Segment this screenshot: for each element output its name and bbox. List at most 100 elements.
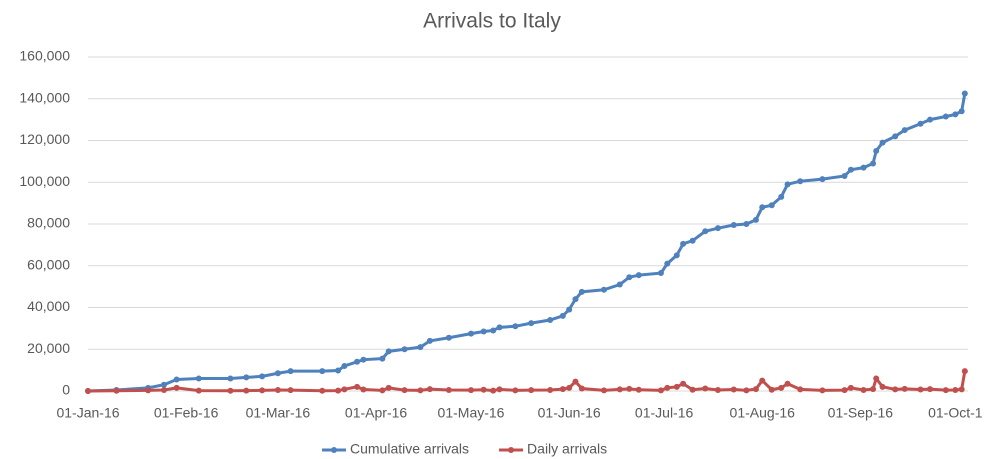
data-point	[680, 380, 687, 387]
data-point	[227, 387, 234, 394]
data-point	[879, 383, 886, 390]
data-point	[657, 270, 664, 277]
data-point	[528, 387, 535, 394]
y-tick-label: 20,000	[27, 340, 70, 356]
data-point	[702, 385, 709, 392]
data-point	[901, 385, 908, 392]
y-tick-label: 140,000	[19, 89, 70, 105]
data-point	[841, 172, 848, 179]
data-point	[490, 327, 497, 334]
data-point	[360, 356, 367, 363]
data-point	[287, 387, 294, 394]
data-point	[664, 384, 671, 391]
data-point	[547, 386, 554, 393]
data-point	[600, 286, 607, 293]
data-point	[673, 383, 680, 390]
y-tick-label: 40,000	[27, 298, 70, 314]
data-point	[496, 386, 503, 393]
data-point	[512, 323, 519, 330]
x-tick-label: 01-Feb-16	[154, 405, 219, 421]
data-point	[626, 385, 633, 392]
data-point	[417, 387, 424, 394]
data-point	[635, 386, 642, 393]
data-point	[160, 386, 167, 393]
legend-marker	[508, 447, 515, 453]
data-point	[195, 387, 202, 394]
data-point	[841, 387, 848, 394]
y-tick-label: 120,000	[19, 131, 70, 147]
data-point	[385, 348, 392, 355]
data-point	[426, 386, 433, 393]
data-point	[664, 260, 671, 267]
data-point	[860, 386, 867, 393]
data-point	[354, 383, 361, 390]
data-point	[673, 252, 680, 259]
chart-title: Arrivals to Italy	[423, 10, 561, 33]
data-point	[259, 387, 266, 394]
data-point	[680, 240, 687, 247]
data-point	[917, 120, 924, 127]
data-point	[743, 221, 750, 227]
x-tick-label: 01-Jun-16	[538, 405, 601, 421]
data-point	[952, 386, 959, 393]
data-point	[635, 272, 642, 279]
data-point	[768, 202, 775, 209]
data-point	[797, 178, 804, 185]
data-point	[689, 237, 696, 244]
data-point	[173, 384, 180, 391]
data-point	[702, 228, 709, 235]
data-point	[873, 147, 880, 154]
data-point	[385, 384, 392, 391]
legend-label: Daily arrivals	[527, 441, 607, 457]
data-point	[714, 386, 721, 393]
x-tick-label: 01-Oct-1	[928, 405, 983, 421]
data-point	[341, 386, 348, 393]
data-point	[768, 386, 775, 393]
data-point	[417, 344, 424, 351]
data-point	[879, 139, 886, 146]
data-point	[917, 386, 924, 393]
data-point	[860, 164, 867, 171]
data-point	[173, 376, 180, 383]
data-point	[942, 387, 949, 394]
data-point	[480, 386, 487, 393]
data-point	[490, 387, 497, 394]
data-point	[243, 387, 250, 394]
data-point	[819, 387, 826, 394]
data-point	[85, 388, 91, 394]
data-point	[927, 116, 934, 123]
data-point	[870, 160, 877, 167]
data-point	[952, 111, 959, 118]
data-point	[958, 386, 965, 393]
y-tick-label: 100,000	[19, 173, 70, 189]
data-point	[689, 386, 696, 393]
data-point	[496, 324, 503, 331]
data-point	[227, 375, 234, 382]
data-point	[559, 312, 566, 319]
legend-marker	[331, 447, 337, 453]
data-point	[958, 108, 965, 115]
y-tick-label: 80,000	[27, 215, 70, 231]
data-point	[243, 374, 250, 381]
data-point	[901, 127, 908, 134]
data-point	[559, 386, 566, 393]
data-point	[426, 337, 433, 344]
data-point	[778, 193, 785, 200]
data-point	[566, 384, 573, 391]
data-point	[468, 330, 475, 337]
data-point	[892, 133, 899, 140]
data-point	[480, 328, 487, 335]
data-point	[319, 368, 326, 375]
data-point	[445, 334, 452, 341]
data-point	[259, 373, 266, 380]
data-point	[274, 386, 281, 393]
data-point	[578, 385, 585, 392]
data-point	[942, 113, 949, 120]
data-point	[752, 216, 759, 223]
data-point	[319, 387, 326, 394]
x-tick-label: 01-Sep-16	[828, 405, 894, 421]
data-point	[626, 274, 633, 281]
data-point	[616, 281, 623, 288]
data-point	[927, 386, 934, 393]
